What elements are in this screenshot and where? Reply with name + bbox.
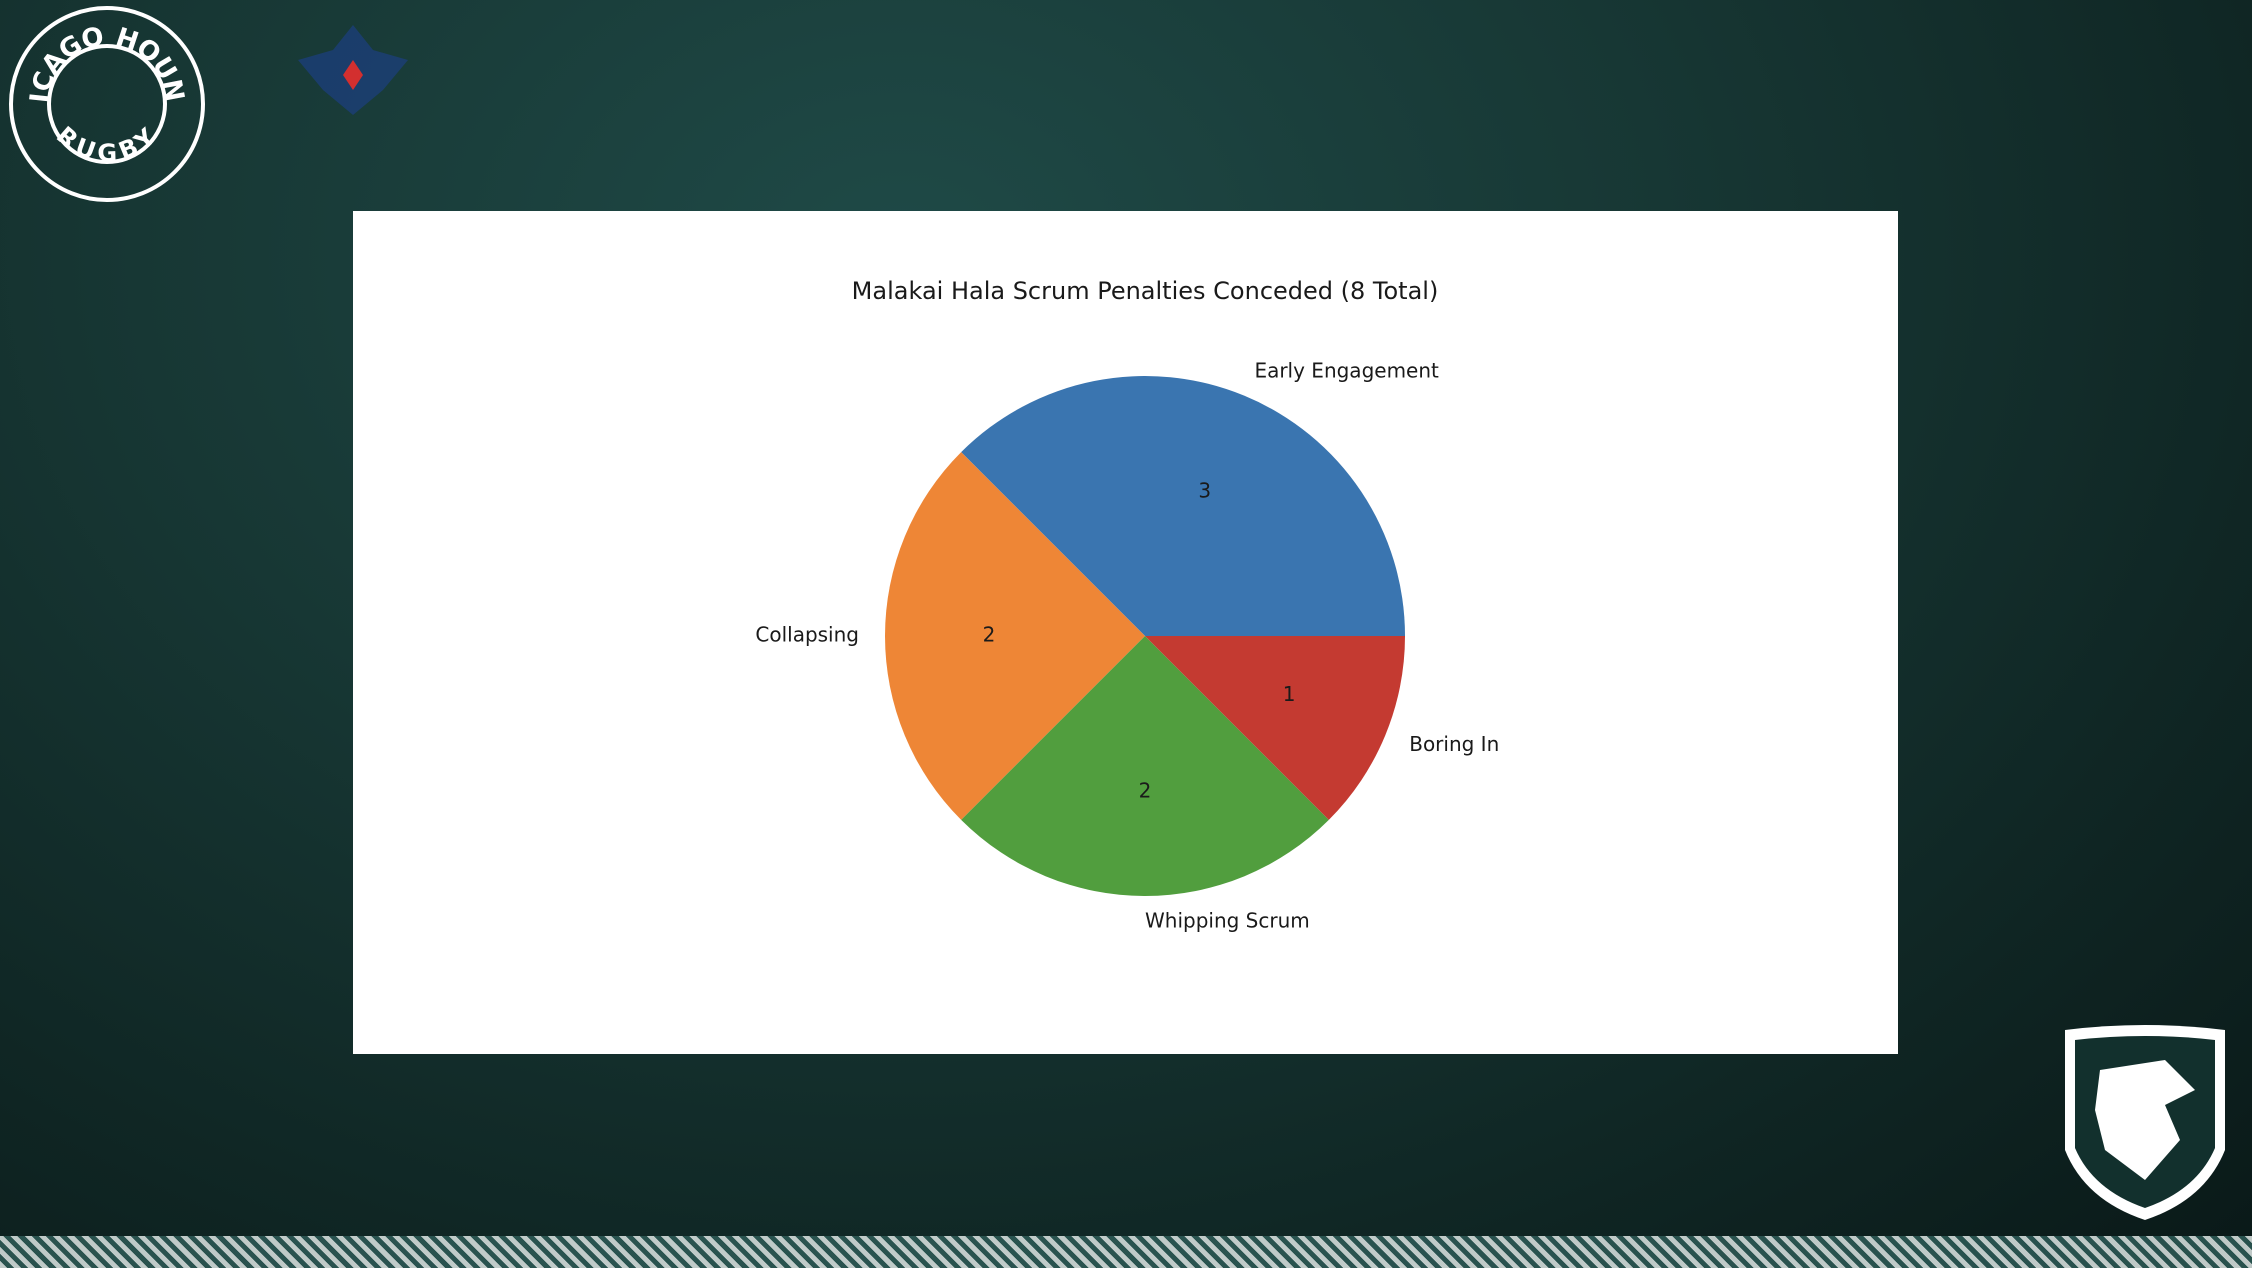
category-label: Early Engagement — [1254, 358, 1439, 382]
category-label: Whipping Scrum — [1145, 909, 1310, 933]
pie-slice — [961, 636, 1329, 896]
houndstooth-strip — [0, 1236, 2252, 1268]
value-label: 2 — [1139, 779, 1152, 803]
logo-top: CHICAGO HOUNDS — [0, 0, 188, 106]
value-label: 3 — [1198, 478, 1211, 502]
chart: Malakai Hala Scrum Penalties Conceded (8… — [755, 277, 1499, 933]
shield-logo — [2065, 1025, 2225, 1220]
logo-bottom: RUGBY — [51, 121, 160, 167]
pie-slice — [885, 452, 1145, 820]
value-label: 2 — [983, 623, 996, 647]
pie-slice — [961, 375, 1405, 636]
chart-title: Malakai Hala Scrum Penalties Conceded (8… — [852, 277, 1439, 305]
category-label: Boring In — [1409, 732, 1499, 756]
pie-slice — [1145, 636, 1405, 820]
eagle-logo — [298, 25, 408, 115]
logo-ring — [9, 6, 205, 202]
category-label: Collapsing — [755, 623, 859, 647]
chart-panel: Malakai Hala Scrum Penalties Conceded (8… — [353, 211, 1898, 1054]
logo-text: RUGBY — [51, 121, 163, 167]
logo-text: CHICAGO HOUNDS — [0, 0, 190, 106]
value-label: 1 — [1283, 682, 1296, 706]
logo-inner — [47, 44, 167, 164]
